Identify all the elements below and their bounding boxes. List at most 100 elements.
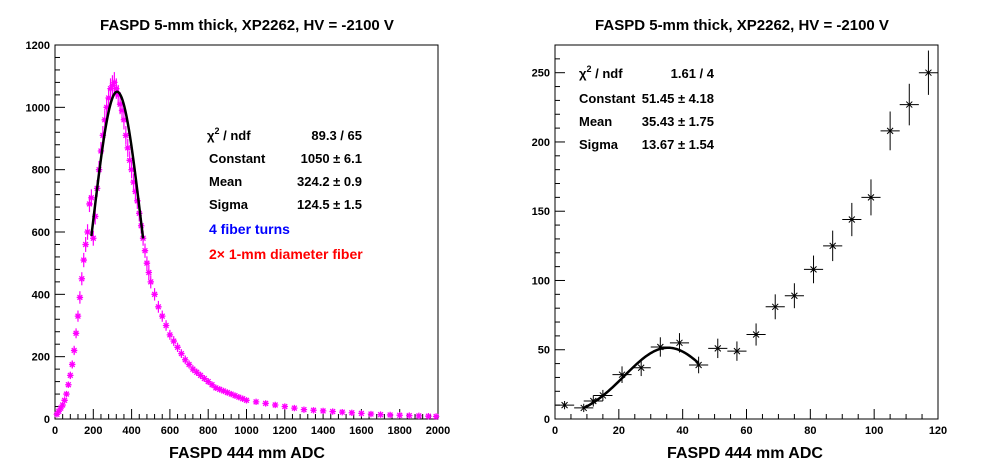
right-point-marker — [637, 364, 645, 372]
scatter-panel-right: FASPD 5-mm thick, XP2262, HV = -2100 V 0… — [532, 17, 948, 462]
right-stat-constant-value: 51.45 ± 4.18 — [642, 91, 714, 106]
left-x-tick-label: 1000 — [234, 425, 258, 437]
right-stat-sigma-value: 13.67 ± 1.54 — [642, 137, 715, 152]
left-data-point — [432, 413, 440, 420]
left-data-point — [84, 224, 91, 240]
right-point-marker — [676, 339, 683, 347]
left-data-point — [59, 401, 66, 409]
right-stat-sigma-label: Sigma — [579, 137, 619, 152]
left-point-marker — [74, 312, 82, 320]
right-chart-title: FASPD 5-mm thick, XP2262, HV = -2100 V — [595, 17, 889, 34]
left-data-point — [65, 381, 72, 388]
left-y-tick-label: 1000 — [26, 102, 50, 114]
left-point-marker — [310, 407, 317, 414]
left-data-point — [170, 336, 177, 347]
left-stat-sigma-value: 124.5 ± 1.5 — [297, 197, 362, 212]
left-point-marker — [189, 365, 197, 373]
left-data-point — [178, 349, 185, 358]
right-data-point — [708, 338, 728, 359]
right-x-tick-label: 0 — [552, 425, 558, 437]
left-data-point — [252, 398, 260, 406]
left-point-marker — [174, 344, 181, 351]
left-x-tick-label: 800 — [199, 425, 217, 437]
right-point-marker — [867, 194, 875, 201]
left-point-marker — [80, 256, 87, 264]
left-data-point — [185, 360, 193, 369]
left-data-point — [201, 375, 208, 382]
left-point-marker — [118, 107, 126, 114]
left-point-marker — [78, 275, 86, 282]
right-data-points — [555, 50, 938, 413]
right-data-point — [631, 359, 651, 377]
right-data-point — [612, 366, 632, 383]
left-data-point — [109, 75, 116, 96]
left-data-point — [78, 272, 86, 286]
left-data-point — [141, 243, 149, 258]
left-point-marker — [59, 401, 66, 409]
left-point-marker — [69, 361, 76, 368]
left-data-point — [151, 288, 158, 301]
left-point-marker — [111, 79, 118, 86]
left-data-point — [272, 401, 279, 409]
right-data-point — [918, 50, 938, 95]
right-data-point — [765, 294, 785, 320]
left-data-point — [155, 300, 162, 313]
left-data-point — [193, 368, 200, 376]
left-data-point — [235, 393, 243, 401]
left-point-marker — [107, 85, 114, 92]
right-gaussian-fit-curve — [583, 346, 700, 410]
right-y-tick-label: 0 — [544, 414, 550, 426]
left-point-marker — [231, 392, 239, 399]
left-x-tick-label: 1800 — [387, 425, 411, 437]
left-data-point — [122, 126, 130, 145]
left-data-point — [126, 151, 133, 170]
left-point-marker — [239, 395, 246, 402]
left-point-marker — [178, 350, 185, 357]
right-data-point — [689, 356, 709, 374]
left-point-marker — [122, 132, 130, 139]
left-data-point — [61, 397, 68, 404]
left-point-marker — [67, 372, 74, 379]
left-point-marker — [425, 412, 432, 420]
left-point-marker — [114, 91, 122, 99]
right-data-point — [880, 111, 900, 151]
right-stat-chi2-label: χ2 / ndf — [579, 64, 623, 81]
right-point-marker — [733, 347, 741, 355]
right-x-tick-label: 20 — [613, 425, 625, 437]
left-point-marker — [128, 166, 135, 173]
left-point-marker — [300, 406, 308, 413]
left-data-point — [80, 252, 87, 268]
left-data-point — [377, 411, 384, 418]
left-point-marker — [132, 188, 139, 195]
left-point-marker — [193, 369, 200, 376]
right-data-point — [861, 179, 881, 216]
left-point-marker — [76, 294, 84, 301]
left-point-marker — [147, 278, 154, 286]
left-data-point — [74, 310, 82, 322]
left-point-marker — [86, 200, 93, 208]
left-stat-sigma-label: Sigma — [209, 197, 249, 212]
left-point-marker — [70, 347, 78, 354]
left-data-point — [72, 328, 80, 339]
left-data-point — [262, 400, 269, 407]
left-point-marker — [432, 413, 440, 420]
right-stat-mean-value: 35.43 ± 1.75 — [642, 114, 714, 129]
right-data-point — [899, 83, 919, 126]
left-axis-ticks: 0 200 400 600 800 1000 1200 1400 1600 1800 2000 0 20… — [26, 40, 451, 437]
right-point-marker — [791, 292, 798, 300]
right-y-tick-label: 250 — [532, 68, 550, 80]
left-point-marker — [90, 235, 97, 242]
left-point-marker — [319, 407, 327, 415]
left-point-marker — [57, 404, 64, 412]
left-data-point — [182, 355, 189, 365]
left-data-point — [212, 384, 220, 392]
left-data-point — [69, 360, 76, 369]
left-data-point — [358, 410, 365, 417]
left-point-marker — [155, 303, 162, 310]
left-data-point — [208, 381, 216, 388]
left-x-tick-label: 1200 — [273, 425, 297, 437]
left-data-point — [166, 329, 174, 340]
left-data-point — [329, 408, 336, 415]
left-y-tick-label: 200 — [32, 352, 50, 364]
right-axis-ticks: 0 20 40 60 80 100 120 0 50 100 150 200 250 — [532, 44, 947, 437]
